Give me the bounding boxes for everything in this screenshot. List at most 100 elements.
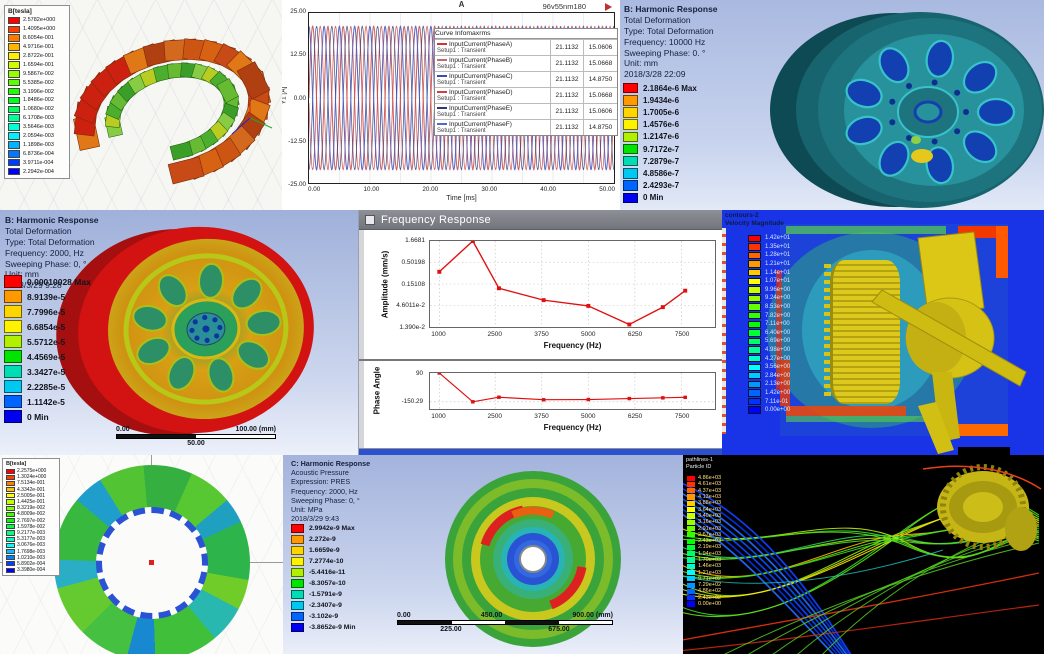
legend-entry: 1.5978e-002 (6, 524, 56, 530)
phase-x-ticks: 1000 2500 3750 5000 6250 7500 (431, 413, 690, 420)
color-swatch (748, 406, 761, 414)
legend-entry: 7.5134e-001 (6, 480, 56, 486)
x-axis-ticks: 0.00 10.00 20.00 30.00 40.00 50.00 (308, 186, 615, 193)
legend-entry: 1.94e+03 (687, 551, 721, 557)
legend-entry: 1.3024e+000 (6, 474, 56, 480)
legend-entry: 2.91e+03 (687, 525, 721, 532)
legend-entry: 2.9942e-9 Max (291, 523, 355, 534)
color-swatch (8, 167, 20, 176)
color-swatch (6, 561, 15, 567)
phase-plot (429, 372, 716, 410)
window-splitter[interactable] (359, 359, 722, 361)
color-swatch (291, 623, 304, 632)
legend-entry: 4.98e+00 (748, 346, 790, 355)
flux-legend: B[tesla] 2.5782e+000 1.4095e+000 8.6054e-0… (4, 5, 70, 180)
curve-rms: 14.8750 (588, 76, 613, 83)
color-swatch (687, 519, 695, 525)
legend-entry: 5.5712e-5 (4, 334, 91, 349)
color-swatch (291, 524, 304, 533)
color-swatch (6, 530, 15, 536)
curve-rms: 15.0668 (588, 60, 613, 67)
curve-color-dash (437, 91, 447, 94)
legend-entry: 2.84e+00 (748, 372, 790, 381)
legend-entry: 4.27e+00 (748, 354, 790, 363)
amplitude-x-ticks: 1000 2500 3750 5000 6250 7500 (431, 331, 690, 338)
stator-render (73, 38, 273, 185)
color-swatch (748, 260, 761, 268)
curve-name: InputCurrent(PhaseE) (449, 105, 513, 112)
color-swatch (6, 505, 15, 511)
legend-entry: 8.53e+00 (748, 303, 790, 312)
particle-legend: 4.86e+03 4.61e+03 4.37e+03 4.13e+03 3.88e+03… (687, 475, 721, 607)
color-swatch (6, 524, 15, 530)
window-titlebar[interactable]: Frequency Response (359, 210, 722, 230)
cfd-legend-title: contours-2 Velocity Magnitude (725, 212, 784, 228)
color-swatch (6, 468, 15, 474)
phase-y-ticks: 90 -150.29 (401, 370, 423, 405)
curve-color-dash (437, 75, 447, 78)
disc-render (445, 471, 621, 647)
legend-entry: 2.19e+03 (687, 544, 721, 550)
image-seam (722, 228, 726, 434)
color-swatch (6, 536, 15, 542)
color-swatch (748, 268, 761, 277)
legend-entry: 1.14e+01 (748, 268, 790, 277)
color-swatch (4, 410, 22, 423)
color-swatch (6, 499, 15, 505)
legend-entry: 1.28e+01 (748, 251, 790, 260)
velocity-legend: 1.42e+01 1.35e+01 1.28e+01 1.21e+01 1.14e+01… (748, 234, 790, 414)
legend-entry: 5.8902e-004 (6, 561, 56, 567)
color-swatch (687, 576, 695, 582)
color-swatch (8, 105, 20, 114)
color-swatch (291, 601, 304, 610)
legend-entry: 1.70e+03 (687, 557, 721, 563)
color-swatch (748, 397, 761, 406)
legend-entry: 2.2575e+000 (6, 468, 56, 474)
curve-name: InputCurrent(PhaseD) (449, 89, 513, 96)
curve-max: 21.1132 (551, 56, 584, 71)
curve-row[interactable]: InputCurrent(PhaseC) Setup1 : Transient … (435, 71, 617, 87)
curve-name: InputCurrent(PhaseA) (449, 41, 513, 48)
pathlines-render (683, 464, 1042, 654)
color-swatch (8, 61, 20, 69)
scale-strip (397, 620, 613, 625)
color-swatch (4, 380, 22, 393)
color-swatch (687, 551, 695, 557)
axis-triad-backdrop (958, 447, 1010, 455)
legend-entry: -3.8652e-9 Min (291, 622, 355, 633)
color-swatch (4, 305, 22, 318)
legend-entry: 7.11e+00 (748, 320, 790, 329)
window-left-strip (359, 230, 364, 448)
y-axis-ticks: 25.00 12.50 0.00 -12.50 -25.00 (288, 8, 306, 188)
curve-max: 21.1132 (551, 120, 584, 135)
curve-row[interactable]: InputCurrent(PhaseF) Setup1 : Transient … (435, 119, 617, 135)
color-swatch (748, 277, 761, 285)
legend-entry: 3.3980e-004 (6, 567, 56, 573)
curve-row[interactable]: InputCurrent(PhaseA) Setup1 : Transient … (435, 39, 617, 55)
color-swatch (687, 563, 695, 569)
legend-entry: 1.4425e-001 (6, 499, 56, 505)
curve-setup: Setup1 : Transient (437, 64, 486, 70)
legend-entry: 1.42e+01 (748, 234, 790, 243)
color-swatch (8, 132, 20, 140)
wheel-render (770, 12, 1044, 208)
pin-icon[interactable] (605, 3, 612, 11)
color-swatch (6, 474, 15, 480)
legend-entry: 3.88e+03 (687, 500, 721, 506)
curve-row[interactable]: InputCurrent(PhaseD) Setup1 : Transient … (435, 87, 617, 103)
fan-render (871, 231, 1027, 454)
legend-entry: 7.29e+02 (687, 582, 721, 588)
legend-entry: 5.3177e-003 (6, 536, 56, 542)
curve-row[interactable]: InputCurrent(PhaseB) Setup1 : Transient … (435, 55, 617, 71)
legend-entry: 4.86e+02 (687, 588, 721, 594)
color-swatch (6, 555, 15, 561)
legend-entry: 6.1708e-003 (8, 114, 66, 123)
color-swatch (291, 535, 304, 544)
color-swatch (8, 25, 20, 34)
legend-entry: 1.1142e-5 (4, 394, 91, 409)
curve-color-dash (437, 59, 447, 62)
curve-row[interactable]: InputCurrent(PhaseE) Setup1 : Transient … (435, 103, 617, 119)
color-swatch (8, 70, 20, 78)
legend-entry: 2.7697e-002 (6, 518, 56, 524)
